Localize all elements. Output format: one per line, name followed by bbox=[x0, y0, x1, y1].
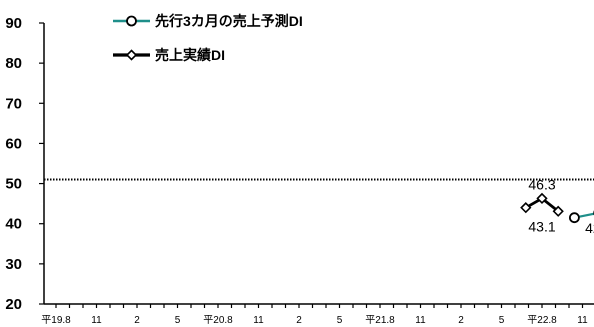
y-tick-label: 80 bbox=[5, 55, 22, 72]
x-tick-label: 11 bbox=[253, 315, 264, 326]
y-tick-label: 70 bbox=[5, 95, 22, 112]
y-tick-label: 50 bbox=[5, 176, 22, 193]
x-tick-label: 平19.8 bbox=[41, 315, 71, 326]
data-label: 42.7 bbox=[585, 220, 594, 236]
x-tick-label: 平20.8 bbox=[203, 315, 233, 326]
x-tick-label: 2 bbox=[458, 315, 464, 326]
legend-marker bbox=[126, 15, 137, 27]
x-tick-label: 2 bbox=[296, 315, 302, 326]
y-axis-ticks: 20 30 40 50 60 70 80 90 bbox=[5, 15, 44, 313]
series-point bbox=[536, 192, 548, 205]
x-tick-label: 11 bbox=[91, 315, 102, 326]
x-tick-label: 平22.8 bbox=[527, 315, 557, 326]
series-layer bbox=[520, 192, 594, 224]
y-tick-label: 90 bbox=[5, 15, 22, 32]
legend-label: 先行3カ月の売上予測DI bbox=[155, 13, 303, 29]
x-tick-label: 11 bbox=[577, 315, 588, 326]
x-tick-label: 5 bbox=[175, 315, 181, 326]
x-tick-label: 11 bbox=[415, 315, 426, 326]
x-tick-label: 2 bbox=[134, 315, 140, 326]
legend-label: 売上実績DI bbox=[155, 47, 225, 63]
x-tick-label: 5 bbox=[499, 315, 505, 326]
series-point bbox=[569, 212, 580, 224]
data-labels-layer: 46.343.144.742.7 bbox=[528, 176, 594, 235]
x-axis: 平19.8 11 2 5 平20.8 11 2 5 平21.8 11 2 5 平22.8 11 bbox=[41, 303, 594, 326]
series-point bbox=[520, 202, 532, 214]
y-tick-label: 40 bbox=[5, 216, 22, 233]
y-tick-label: 60 bbox=[5, 135, 22, 152]
series-point bbox=[552, 205, 564, 217]
legend: 先行3カ月の売上予測DI 売上実績DI bbox=[113, 13, 303, 63]
y-tick-label: 30 bbox=[5, 256, 22, 273]
x-tick-label: 5 bbox=[337, 315, 343, 326]
data-label: 46.3 bbox=[528, 176, 555, 192]
y-tick-label: 20 bbox=[5, 296, 22, 313]
series-line bbox=[574, 212, 594, 219]
data-label: 43.1 bbox=[528, 218, 555, 234]
x-tick-label: 平21.8 bbox=[365, 315, 395, 326]
legend-marker bbox=[125, 49, 138, 61]
